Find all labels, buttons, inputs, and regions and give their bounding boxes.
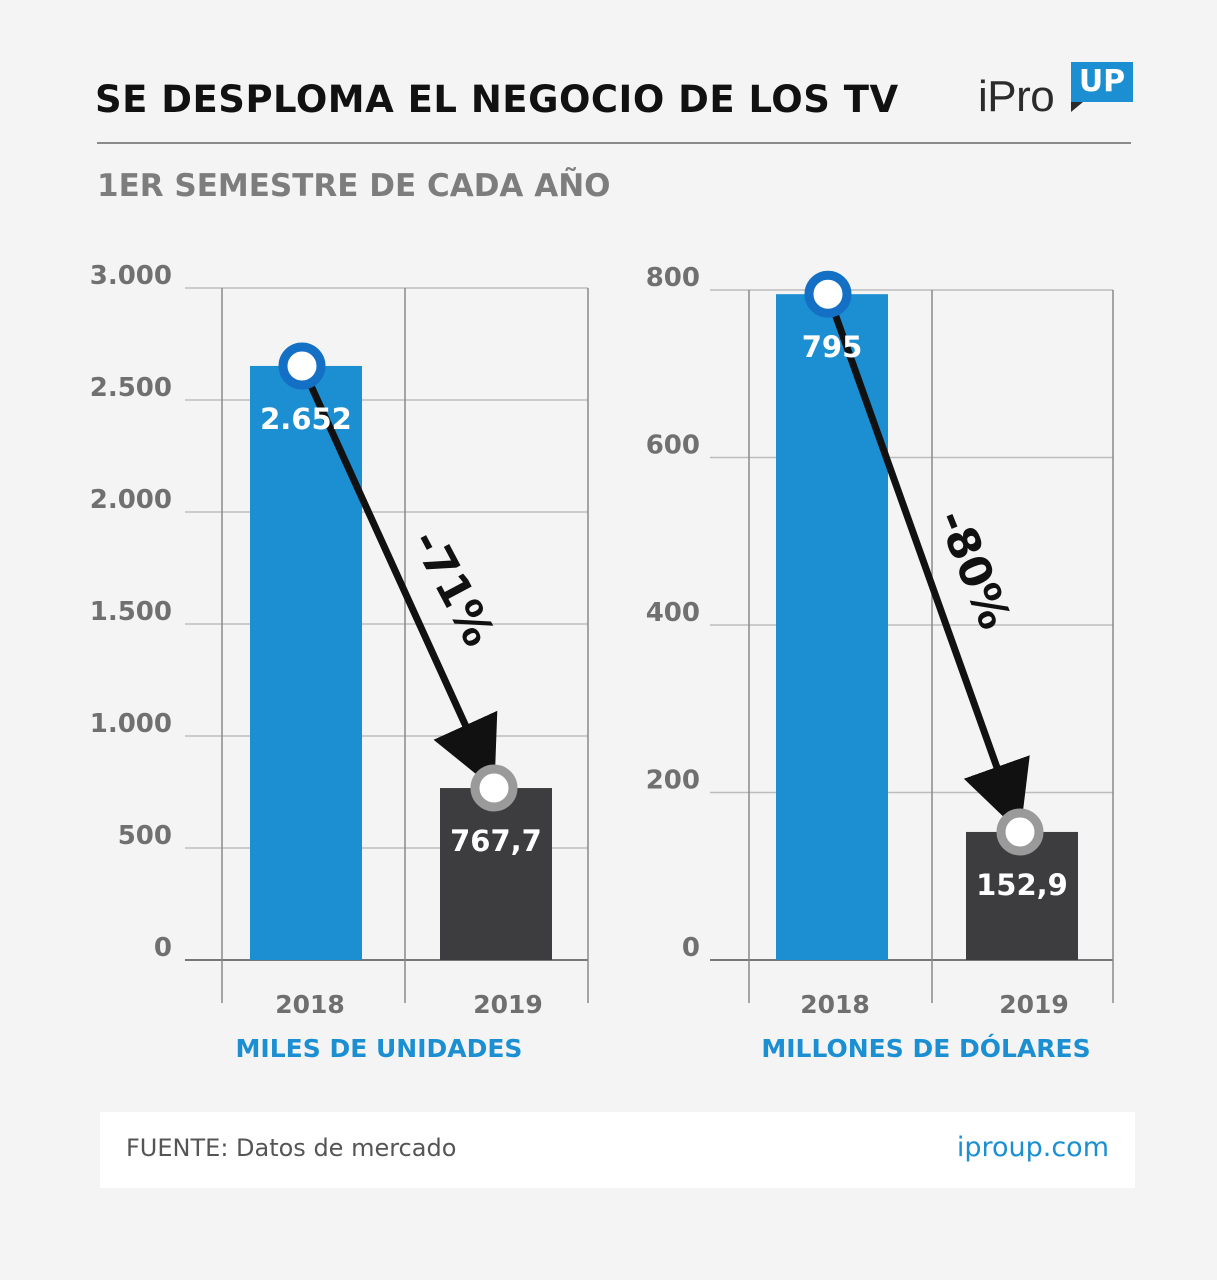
chart-title: SE DESPLOMA EL NEGOCIO DE LOS TV xyxy=(95,78,899,121)
y-tick-label: 2.500 xyxy=(90,373,172,403)
logo-tail-shape xyxy=(1071,102,1083,112)
y-tick-label: 1.500 xyxy=(90,597,172,627)
x-tick-label: 2018 xyxy=(800,990,870,1019)
y-tick-label: 2.000 xyxy=(90,485,172,515)
change-arrow xyxy=(298,364,498,789)
source-note: FUENTE: Datos de mercado xyxy=(126,1134,457,1162)
title-divider xyxy=(97,142,1131,144)
value-marker-2019 xyxy=(470,764,518,812)
y-tick-label: 1.000 xyxy=(90,709,172,739)
x-tick-label: 2019 xyxy=(473,990,543,1019)
change-arrow xyxy=(824,293,1030,833)
site-link[interactable]: iproup.com xyxy=(956,1132,1109,1163)
iproup-logo: iPro UP xyxy=(978,62,1138,122)
y-tick-label: 400 xyxy=(646,598,700,628)
data-label: 152,9 xyxy=(976,868,1068,902)
y-tick-label: 600 xyxy=(646,431,700,461)
data-label: 795 xyxy=(802,330,863,364)
data-label: 767,7 xyxy=(450,824,542,858)
y-tick-label: 3.000 xyxy=(90,261,172,291)
bar-2018 xyxy=(776,294,888,960)
bar-2019 xyxy=(440,788,552,960)
value-marker-2018 xyxy=(804,270,852,318)
y-tick-label: 0 xyxy=(154,933,172,963)
y-tick-label: 0 xyxy=(682,933,700,963)
value-marker-2019 xyxy=(996,808,1044,856)
axis-caption: MILLONES DE DÓLARES xyxy=(761,1033,1090,1063)
y-tick-label: 200 xyxy=(646,766,700,796)
data-label: 2.652 xyxy=(260,402,352,436)
logo-badge: UP xyxy=(1071,62,1133,102)
axis-caption: MILES DE UNIDADES xyxy=(236,1034,523,1063)
x-tick-label: 2019 xyxy=(999,990,1069,1019)
footer-box: FUENTE: Datos de mercado iproup.com xyxy=(100,1112,1135,1188)
x-tick-label: 2018 xyxy=(275,990,345,1019)
value-marker-2018 xyxy=(278,342,326,390)
logo-text: iPro xyxy=(978,72,1055,121)
y-tick-label: 800 xyxy=(646,263,700,293)
y-tick-label: 500 xyxy=(118,821,172,851)
change-percent-label: -71% xyxy=(401,522,504,655)
chart-subtitle: 1ER SEMESTRE DE CADA AÑO xyxy=(97,168,611,204)
